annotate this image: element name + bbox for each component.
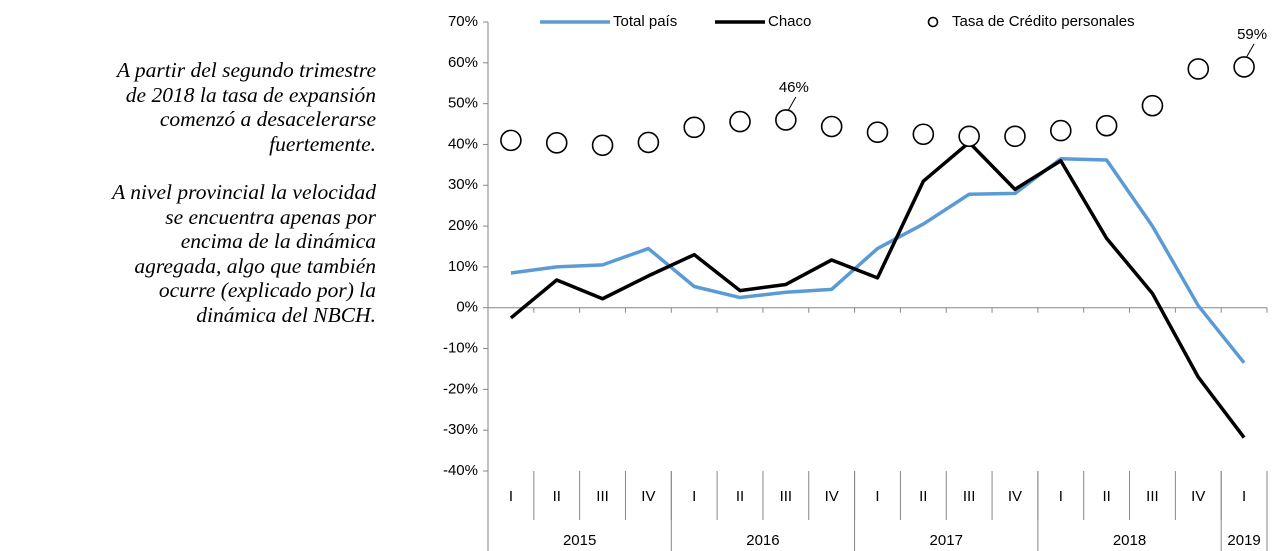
marker [866, 121, 889, 144]
y-tick-label: -20% [443, 380, 478, 397]
x-tick-label: I [692, 488, 696, 505]
legend-swatch [927, 16, 939, 28]
text-line: comenzó a desacelerarse [159, 107, 376, 131]
marker [591, 134, 614, 157]
x-group-label: 2019 [1227, 532, 1260, 549]
text-line: fuertemente. [269, 131, 376, 156]
x-tick-label: III [780, 488, 793, 505]
marker [729, 110, 751, 133]
y-tick-label: 40% [448, 135, 478, 152]
x-tick-label: III [1146, 488, 1159, 505]
marker [637, 131, 660, 154]
y-tick-label: 30% [448, 176, 478, 193]
x-tick-label: II [919, 488, 927, 505]
text-line: se encuentra apenas por [165, 204, 376, 229]
x-tick-label: III [963, 488, 976, 505]
y-tick-label: 0% [456, 299, 478, 316]
text-line: de 2018 la tasa de expansión [125, 82, 376, 107]
marker [1095, 114, 1118, 137]
marker [545, 132, 568, 154]
x-tick-label: I [875, 488, 879, 505]
x-tick-label: IV [1191, 488, 1205, 505]
marker [683, 116, 706, 139]
x-tick-label: II [1102, 488, 1110, 505]
x-tick-label: I [509, 488, 513, 505]
marker [1141, 94, 1164, 117]
text-line: agregada, algo que también [134, 253, 376, 278]
paragraph: A partir del segundo trimestre de 2018 la… [0, 58, 376, 156]
marker [1187, 58, 1210, 80]
text-line: ocurre (explicado por) la [158, 278, 376, 302]
text-line: A partir del segundo trimestre [116, 58, 376, 82]
x-group-label: 2018 [1113, 532, 1146, 549]
y-tick-label: 70% [448, 13, 478, 30]
x-tick-label: I [1242, 488, 1246, 505]
legend-label: Chaco [768, 13, 811, 30]
marker [1004, 125, 1026, 148]
y-tick-label: 50% [448, 95, 478, 112]
marker [912, 123, 935, 146]
marker [820, 115, 843, 138]
x-tick-label: III [596, 488, 609, 505]
paragraph: A nivel provincial la velocidad se encuen… [0, 180, 376, 327]
marker [500, 129, 522, 152]
marker [1233, 56, 1255, 78]
y-tick-label: 60% [448, 54, 478, 71]
text-line: A nivel provincial la velocidad [112, 180, 376, 204]
x-tick-label: II [553, 488, 561, 505]
series-line [509, 140, 1246, 439]
marker [958, 125, 980, 148]
x-tick-label: IV [825, 488, 839, 505]
data-label: 59% [1237, 26, 1267, 43]
y-tick-label: -40% [443, 462, 478, 479]
x-group-label: 2016 [746, 532, 779, 549]
x-group-label: 2015 [563, 532, 596, 549]
leader-line [1245, 43, 1255, 59]
marker [1049, 119, 1072, 142]
marker [775, 109, 797, 131]
series-line [510, 156, 1246, 364]
y-tick-label: -10% [443, 340, 478, 357]
x-tick-label: II [736, 488, 744, 505]
leader-line [787, 96, 797, 112]
y-tick-label: 10% [448, 258, 478, 275]
data-label: 46% [779, 79, 809, 96]
text-line: dinámica del NBCH. [196, 302, 376, 327]
commentary: A partir del segundo trimestre de 2018 la… [0, 58, 376, 351]
y-tick-label: 20% [448, 217, 478, 234]
x-group-label: 2017 [930, 532, 963, 549]
x-tick-label: IV [641, 488, 655, 505]
x-tick-label: I [1059, 488, 1063, 505]
y-tick-label: -30% [443, 421, 478, 438]
legend-label: Tasa de Crédito personales [952, 13, 1135, 30]
text-line: encima de la dinámica [180, 229, 376, 253]
legend-label: Total país [613, 13, 677, 30]
x-tick-label: IV [1008, 488, 1022, 505]
